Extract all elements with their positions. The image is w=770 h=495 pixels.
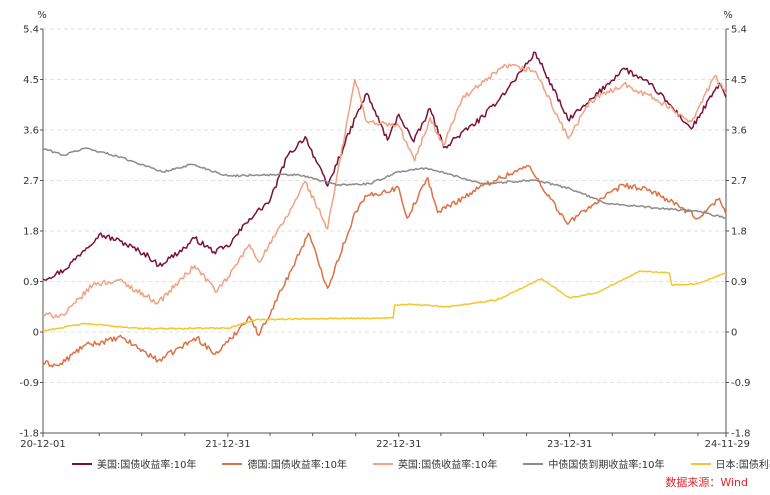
x-tick-label: 21-12-31: [205, 439, 250, 450]
x-axis-ticks: 20-12-01 21-12-31 22-12-31 23-12-31 24-11-29: [20, 433, 750, 450]
legend-swatch: [523, 462, 544, 465]
x-tick-label: 24-11-29: [705, 439, 750, 450]
y-tick-label-right: 4.5: [731, 75, 747, 86]
series-line: [42, 147, 726, 219]
y-tick-label-left: 4.5: [23, 75, 39, 86]
y-tick-label-left: 5.4: [23, 25, 39, 36]
y-tick-label-left: 0: [33, 328, 39, 339]
y-axis-left-ticks: 5.4 4.5 3.6 2.7 1.8 0.9 0 -0.9 -1.8: [19, 25, 43, 440]
y-tick-label-right: -0.9: [731, 378, 751, 389]
y-tick-label-left: -0.9: [19, 378, 39, 389]
legend-item: 德国:国债收益率:10年: [222, 456, 347, 471]
legend: 美国:国债收益率:10年 德国:国债收益率:10年 英国:国债收益率:10年 中债国债…: [72, 456, 770, 471]
y-axis-right-ticks: 5.4 4.5 3.6 2.7 1.8 0.9 0 -0.9 -1.8: [726, 25, 751, 440]
series-line: [42, 63, 727, 319]
legend-item: 日本:国债利率:10年: [690, 456, 770, 471]
grid-lines: [43, 28, 726, 383]
series-lines: [42, 51, 727, 368]
y-tick-label-left: 2.7: [23, 176, 39, 187]
legend-item: 中债国债到期收益率:10年: [523, 456, 665, 471]
series-line: [42, 164, 727, 368]
y-tick-label-right: 0.9: [731, 277, 747, 288]
x-tick-label: 23-12-31: [547, 439, 592, 450]
y-tick-label-right: 1.8: [731, 227, 747, 238]
legend-swatch: [372, 462, 393, 465]
legend-item: 英国:国债收益率:10年: [372, 456, 498, 471]
legend-swatch: [222, 462, 243, 465]
series-line: [42, 270, 727, 332]
legend-label: 日本:国债利率:10年: [715, 460, 770, 471]
y-tick-label-left: 0.9: [23, 277, 39, 288]
legend-label: 德国:国债收益率:10年: [247, 460, 347, 471]
y-unit-left: %: [37, 10, 47, 21]
y-tick-label-right: -1.8: [731, 429, 751, 440]
y-tick-label-right: 3.6: [731, 126, 747, 137]
y-unit-right: %: [723, 10, 733, 21]
x-tick-label: 20-12-01: [20, 439, 65, 450]
legend-swatch: [72, 462, 92, 465]
legend-label: 英国:国债收益率:10年: [397, 460, 498, 471]
y-tick-label-right: 5.4: [731, 25, 747, 36]
series-line: [42, 51, 727, 281]
y-tick-label-left: 1.8: [23, 227, 39, 238]
y-tick-label-right: 2.7: [731, 176, 747, 187]
legend-item: 美国:国债收益率:10年: [72, 456, 196, 471]
legend-label: 美国:国债收益率:10年: [97, 460, 197, 471]
y-tick-label-right: 0: [731, 328, 737, 339]
legend-swatch: [690, 462, 711, 465]
y-tick-label-left: 3.6: [23, 126, 39, 137]
axes: [42, 29, 727, 434]
data-source: 数据来源：Wind: [665, 476, 748, 489]
x-tick-label: 22-12-31: [376, 439, 421, 450]
y-tick-label-left: -1.8: [19, 429, 39, 440]
legend-label: 中债国债到期收益率:10年: [548, 460, 665, 471]
